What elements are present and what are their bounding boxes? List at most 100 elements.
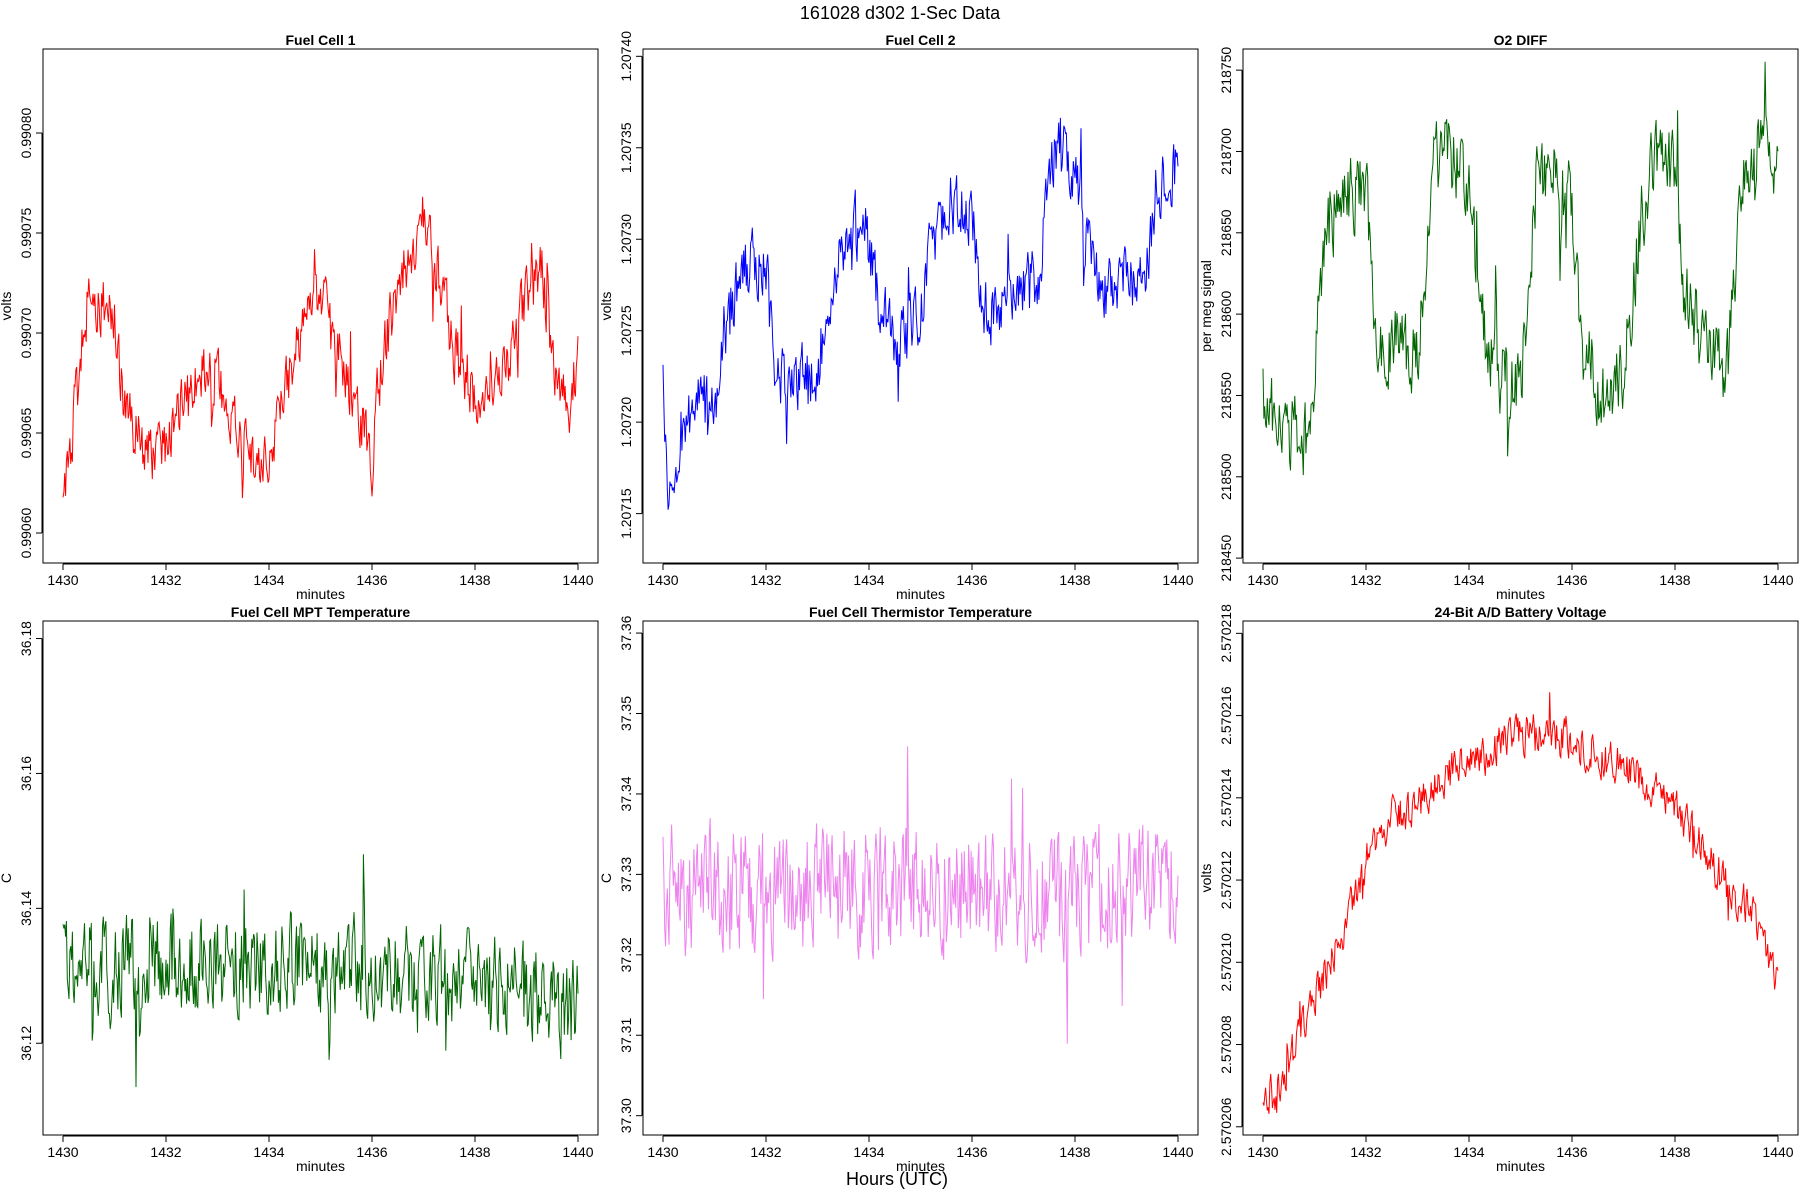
y-tick-label: 2.570216 <box>1218 686 1234 745</box>
plot-frame <box>42 620 599 1136</box>
x-axis: 1430 1432 1434 1436 1438 1440 <box>47 1135 594 1160</box>
y-tick-label: 218600 <box>1218 291 1234 338</box>
plot-frame <box>642 48 1199 564</box>
y-tick-label: 1.20715 <box>618 488 634 539</box>
plot-frame <box>642 620 1199 1136</box>
x-axis-label: minutes <box>896 586 945 602</box>
y-tick-label: 218650 <box>1218 209 1234 256</box>
y-axis-label: per meg signal <box>1198 260 1214 352</box>
y-tick-label: 218700 <box>1218 128 1234 175</box>
x-tick-label: 1432 <box>1350 572 1381 588</box>
panel-title: O2 DIFF <box>1494 32 1548 48</box>
panel-title: Fuel Cell 2 <box>885 32 955 48</box>
x-tick-label: 1436 <box>356 572 387 588</box>
x-tick-label: 1430 <box>47 572 78 588</box>
series-line <box>1262 61 1779 476</box>
panel-5: Fuel Cell Thermistor Temperature 1430 1432… <box>598 604 1199 1174</box>
x-tick-label: 1438 <box>459 1144 490 1160</box>
x-axis: 1430 1432 1434 1436 1438 1440 <box>1247 563 1794 588</box>
series-line <box>62 854 579 1088</box>
x-tick-label: 1430 <box>647 1144 678 1160</box>
x-tick-label: 1430 <box>647 572 678 588</box>
x-tick-label: 1436 <box>956 572 987 588</box>
x-tick-label: 1432 <box>1350 1144 1381 1160</box>
panel-title: Fuel Cell 1 <box>285 32 355 48</box>
panels: Fuel Cell 1 1430 1432 1434 1436 1438 1440 minut… <box>0 31 1799 1174</box>
y-tick-label: 1.20735 <box>618 122 634 173</box>
y-tick-label: 1.20730 <box>618 214 634 265</box>
y-tick-label: 1.20740 <box>618 31 634 82</box>
panel-title: Fuel Cell Thermistor Temperature <box>809 604 1032 620</box>
x-tick-label: 1432 <box>150 1144 181 1160</box>
x-tick-label: 1440 <box>1162 1144 1193 1160</box>
x-tick-label: 1440 <box>1162 572 1193 588</box>
y-axis: 0.99060 0.99065 0.99070 0.99075 0.99080 <box>18 107 43 558</box>
y-tick-label: 218500 <box>1218 453 1234 500</box>
figure-bottom-label: Hours (UTC) <box>846 1169 948 1189</box>
y-axis: 1.20715 1.20720 1.20725 1.20730 1.20735 1.207… <box>618 31 643 539</box>
x-axis-label: minutes <box>296 586 345 602</box>
x-tick-label: 1434 <box>853 1144 884 1160</box>
y-tick-label: 218450 <box>1218 535 1234 582</box>
x-tick-label: 1436 <box>1556 572 1587 588</box>
x-tick-label: 1440 <box>1762 572 1793 588</box>
x-axis-label: minutes <box>296 1158 345 1174</box>
y-tick-label: 2.570214 <box>1218 768 1234 827</box>
figure-title: 161028 d302 1-Sec Data <box>800 3 1001 23</box>
x-tick-label: 1430 <box>1247 1144 1278 1160</box>
y-tick-label: 0.99080 <box>18 107 34 158</box>
panel-1: Fuel Cell 1 1430 1432 1434 1436 1438 1440 minut… <box>0 32 599 602</box>
y-tick-label: 2.570208 <box>1218 1015 1234 1074</box>
panel-6: 24-Bit A/D Battery Voltage 1430 1432 1434 14… <box>1198 604 1799 1174</box>
panel-2: Fuel Cell 2 1430 1432 1434 1436 1438 1440 minut… <box>598 31 1199 602</box>
y-tick-label: 37.32 <box>618 937 634 972</box>
y-axis-label: volts <box>1198 864 1214 893</box>
panel-4: Fuel Cell MPT Temperature 1430 1432 1434 143… <box>0 604 599 1174</box>
x-tick-label: 1440 <box>562 572 593 588</box>
x-tick-label: 1438 <box>459 572 490 588</box>
x-axis: 1430 1432 1434 1436 1438 1440 <box>647 1135 1194 1160</box>
x-tick-label: 1434 <box>253 572 284 588</box>
x-tick-label: 1430 <box>47 1144 78 1160</box>
x-tick-label: 1434 <box>853 572 884 588</box>
y-tick-label: 2.570212 <box>1218 851 1234 910</box>
y-axis-label: C <box>0 873 14 883</box>
x-tick-label: 1434 <box>1453 572 1484 588</box>
x-tick-label: 1432 <box>150 572 181 588</box>
y-tick-label: 36.16 <box>18 756 34 791</box>
y-axis: 37.30 37.31 37.32 37.33 37.34 37.35 37.36 <box>618 615 643 1133</box>
x-axis-label: minutes <box>1496 586 1545 602</box>
x-axis: 1430 1432 1434 1436 1438 1440 <box>647 563 1194 588</box>
x-tick-label: 1438 <box>1659 1144 1690 1160</box>
y-tick-label: 218750 <box>1218 47 1234 94</box>
y-tick-label: 37.30 <box>618 1098 634 1133</box>
y-tick-label: 37.34 <box>618 776 634 811</box>
series-line <box>62 196 579 499</box>
x-tick-label: 1434 <box>1453 1144 1484 1160</box>
plot-frame <box>1242 620 1799 1136</box>
x-axis: 1430 1432 1434 1436 1438 1440 <box>47 563 594 588</box>
y-tick-label: 2.570218 <box>1218 604 1234 663</box>
y-tick-label: 36.18 <box>18 621 34 656</box>
x-tick-label: 1432 <box>750 572 781 588</box>
x-axis: 1430 1432 1434 1436 1438 1440 <box>1247 1135 1794 1160</box>
series-line <box>1262 692 1779 1114</box>
y-axis: 218450 218500 218550 218600 218650 218700 2187… <box>1218 47 1243 582</box>
series-line <box>662 746 1179 1044</box>
y-tick-label: 37.35 <box>618 696 634 731</box>
plot-frame <box>42 48 599 564</box>
y-tick-label: 1.20725 <box>618 305 634 356</box>
x-tick-label: 1438 <box>1059 572 1090 588</box>
y-axis-label: volts <box>598 292 614 321</box>
panel-title: Fuel Cell MPT Temperature <box>231 604 411 620</box>
panel-title: 24-Bit A/D Battery Voltage <box>1435 604 1607 620</box>
x-tick-label: 1430 <box>1247 572 1278 588</box>
x-tick-label: 1434 <box>253 1144 284 1160</box>
panel-3: O2 DIFF 1430 1432 1434 1436 1438 1440 minutes 21… <box>1198 32 1799 602</box>
x-tick-label: 1436 <box>1556 1144 1587 1160</box>
y-tick-label: 37.36 <box>618 615 634 650</box>
x-axis-label: minutes <box>1496 1158 1545 1174</box>
y-tick-label: 0.99065 <box>18 407 34 458</box>
